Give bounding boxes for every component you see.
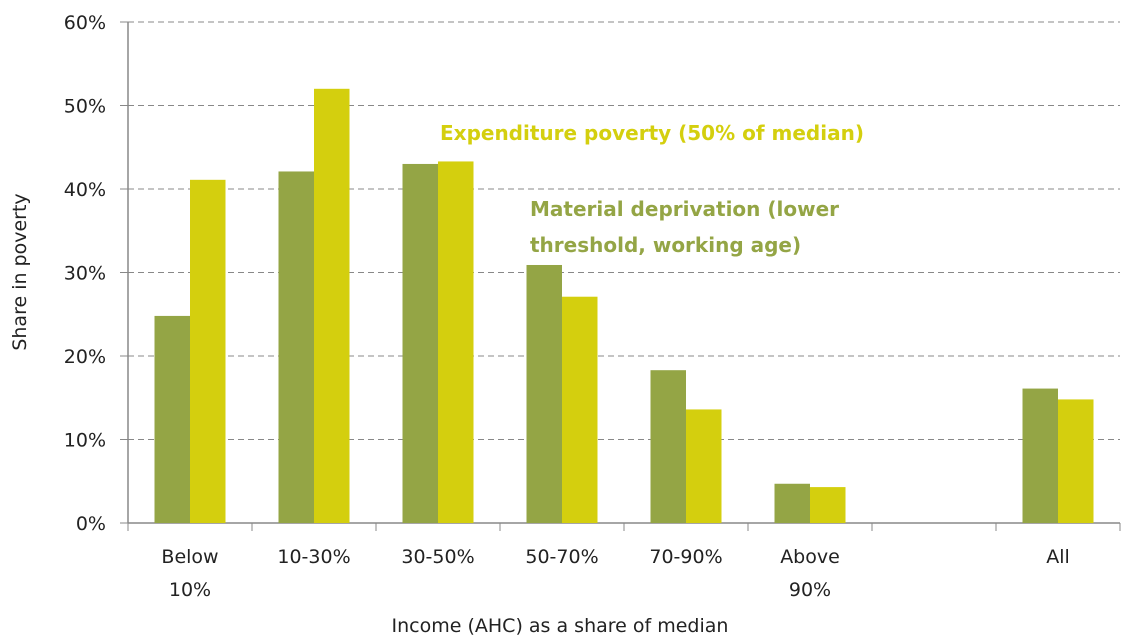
bar — [810, 487, 846, 523]
x-tick-label: Below 10% — [161, 546, 218, 601]
bar — [562, 296, 598, 523]
bar — [402, 163, 438, 523]
bar — [154, 315, 190, 523]
x-tick-label: 50-70% — [525, 546, 598, 568]
bar — [190, 179, 226, 523]
y-tick-label: 60% — [64, 12, 106, 34]
bar — [278, 171, 314, 523]
bar — [526, 264, 562, 523]
bar — [1022, 388, 1058, 523]
bar — [438, 161, 474, 523]
y-tick-label: 20% — [64, 346, 106, 368]
y-tick-label: 10% — [64, 430, 106, 452]
bar — [1058, 399, 1094, 523]
y-tick-label: 30% — [64, 263, 106, 285]
bar — [686, 409, 722, 523]
y-tick-label: 50% — [64, 96, 106, 118]
y-tick-label: 40% — [64, 179, 106, 201]
legend-label: Expenditure poverty (50% of median) — [440, 121, 864, 145]
x-tick-label: Above 90% — [780, 546, 840, 601]
bar — [314, 88, 350, 524]
x-tick-label: 10-30% — [277, 546, 350, 568]
y-axis-title: Share in poverty — [9, 193, 31, 350]
bar — [650, 370, 686, 523]
x-tick-label: 70-90% — [649, 546, 722, 568]
x-tick-label: 30-50% — [401, 546, 474, 568]
y-tick-label: 0% — [76, 513, 106, 535]
x-tick-label: All — [1046, 546, 1070, 568]
bar — [774, 483, 810, 523]
legend-label: Material deprivation (lower threshold, w… — [530, 197, 840, 257]
x-axis-title: Income (AHC) as a share of median — [392, 615, 729, 637]
